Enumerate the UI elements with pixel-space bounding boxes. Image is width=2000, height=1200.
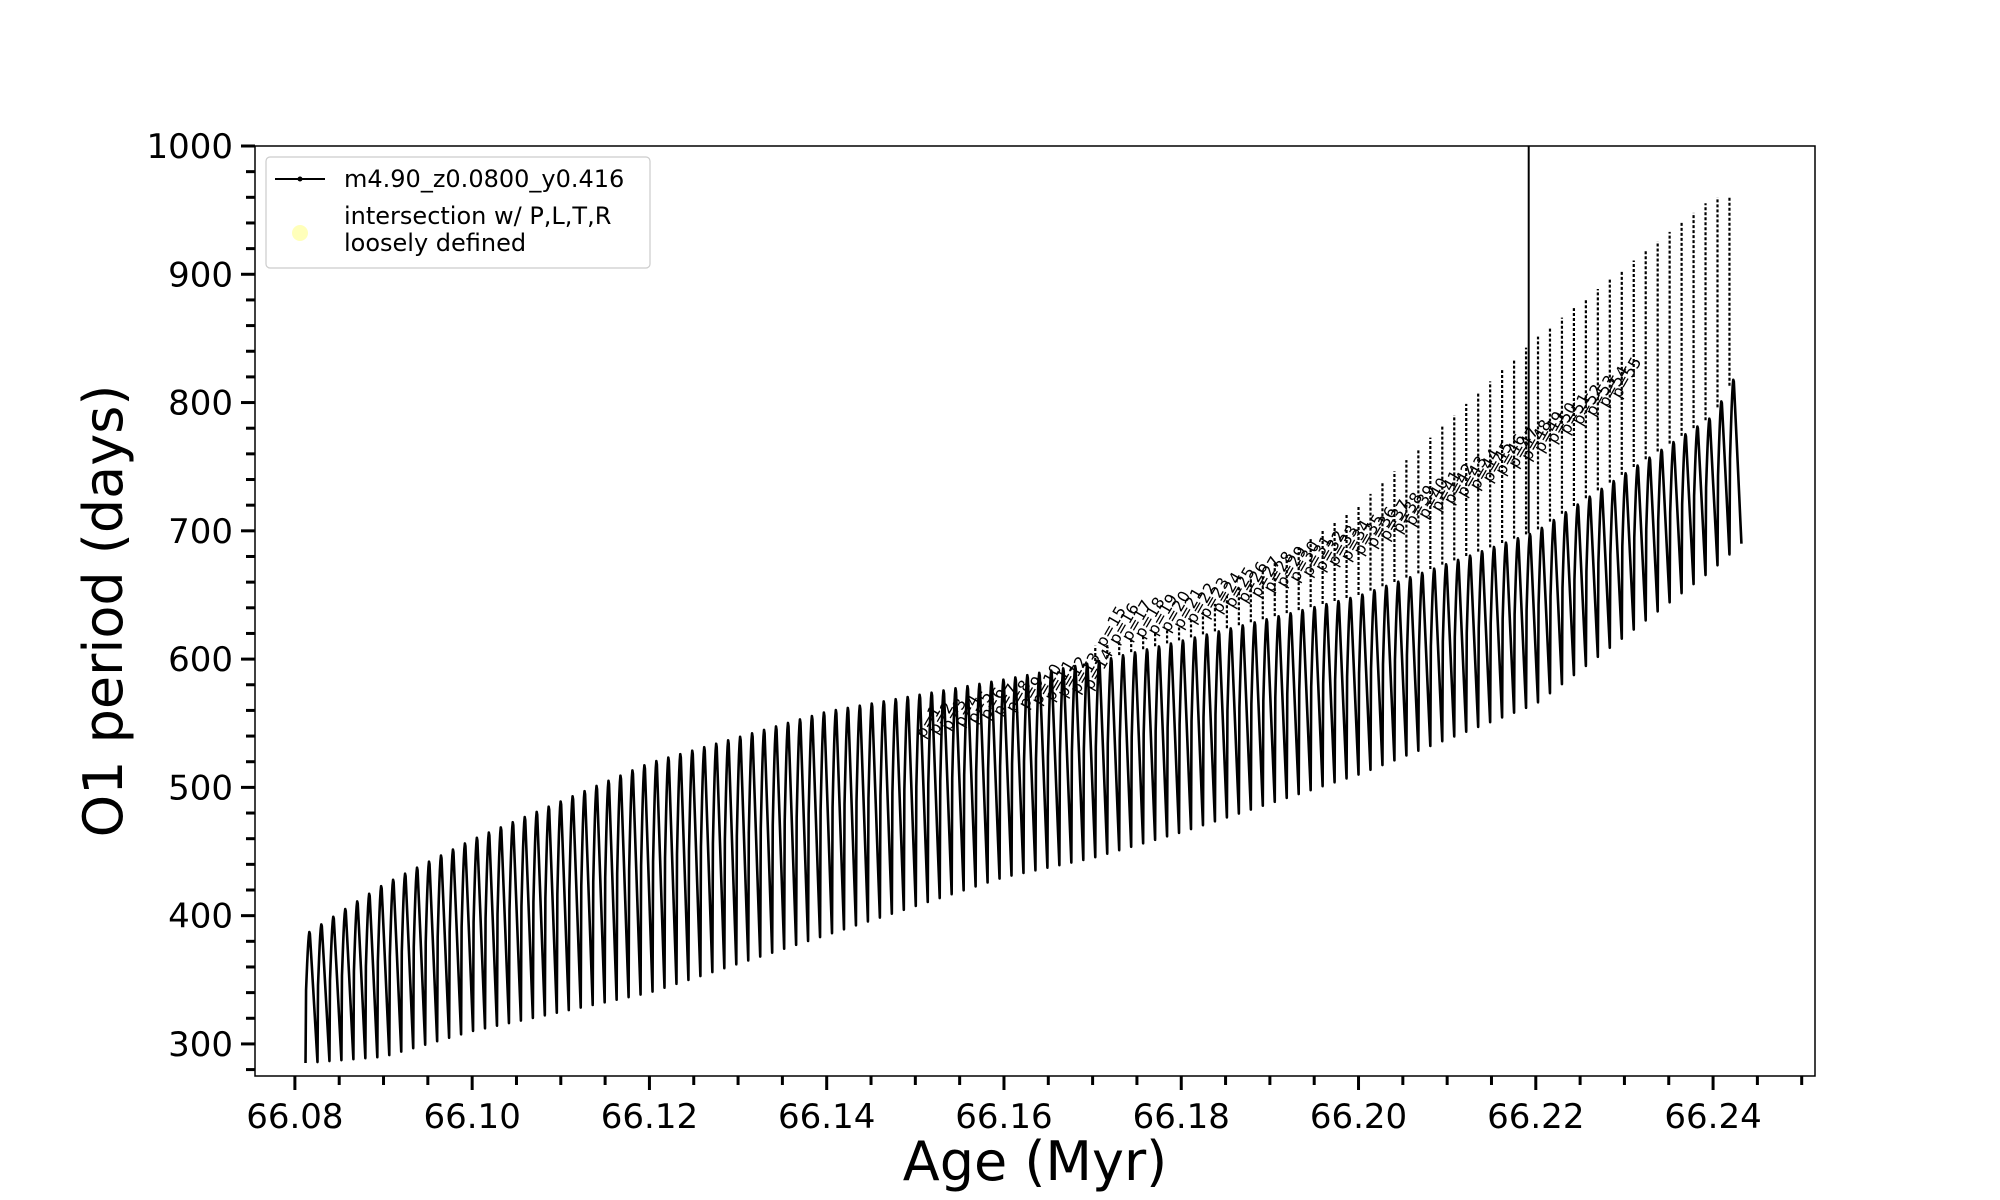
plot-frame (254, 145, 1816, 1077)
y-tick-label: 800 (168, 384, 233, 424)
y-axis-label: O1 period (days) (72, 385, 135, 838)
legend-intersection-label-line1: intersection w/ P,L,T,R (344, 202, 611, 230)
y-tick-label: 600 (168, 640, 233, 680)
x-tick-label: 66.12 (601, 1097, 698, 1137)
y-tick-label: 900 (168, 255, 233, 295)
legend-box (265, 156, 651, 269)
legend-intersection-marker (292, 225, 308, 241)
x-tick-label: 66.14 (778, 1097, 875, 1137)
x-tick-label: 66.16 (955, 1097, 1052, 1137)
x-tick-label: 66.22 (1487, 1097, 1584, 1137)
series-layer (304, 146, 1743, 1064)
y-tick-label: 500 (168, 768, 233, 808)
pulse-annotations: p=1p=2p=3p=4p=5p=6p=7p=8p=9p=10p=11p=12p… (911, 354, 1645, 741)
x-tick-label: 66.08 (246, 1097, 343, 1137)
y-tick-label: 400 (168, 897, 233, 937)
x-tick-label: 66.10 (423, 1097, 520, 1137)
legend-dot-marker (297, 176, 303, 182)
x-axis: 66.08 66.10 66.12 66.14 66.16 66.18 66.20 66.22… (246, 1076, 1804, 1137)
x-axis-label: Age (Myr) (903, 1130, 1168, 1193)
x-tick-label: 66.24 (1664, 1097, 1761, 1137)
y-tick-label: 300 (168, 1025, 233, 1065)
y-tick-label: 700 (168, 512, 233, 552)
series-line (304, 378, 1743, 1064)
legend-intersection-label-line2: loosely defined (344, 229, 526, 257)
legend: m4.90_z0.0800_y0.416 intersection w/ P,L… (265, 156, 651, 269)
y-axis: 300 400 500 600 700 800 900 1000 (146, 127, 255, 1072)
legend-series-label: m4.90_z0.0800_y0.416 (344, 165, 624, 193)
x-tick-label: 66.18 (1133, 1097, 1230, 1137)
x-tick-label: 66.20 (1310, 1097, 1407, 1137)
y-tick-label: 1000 (146, 127, 233, 167)
